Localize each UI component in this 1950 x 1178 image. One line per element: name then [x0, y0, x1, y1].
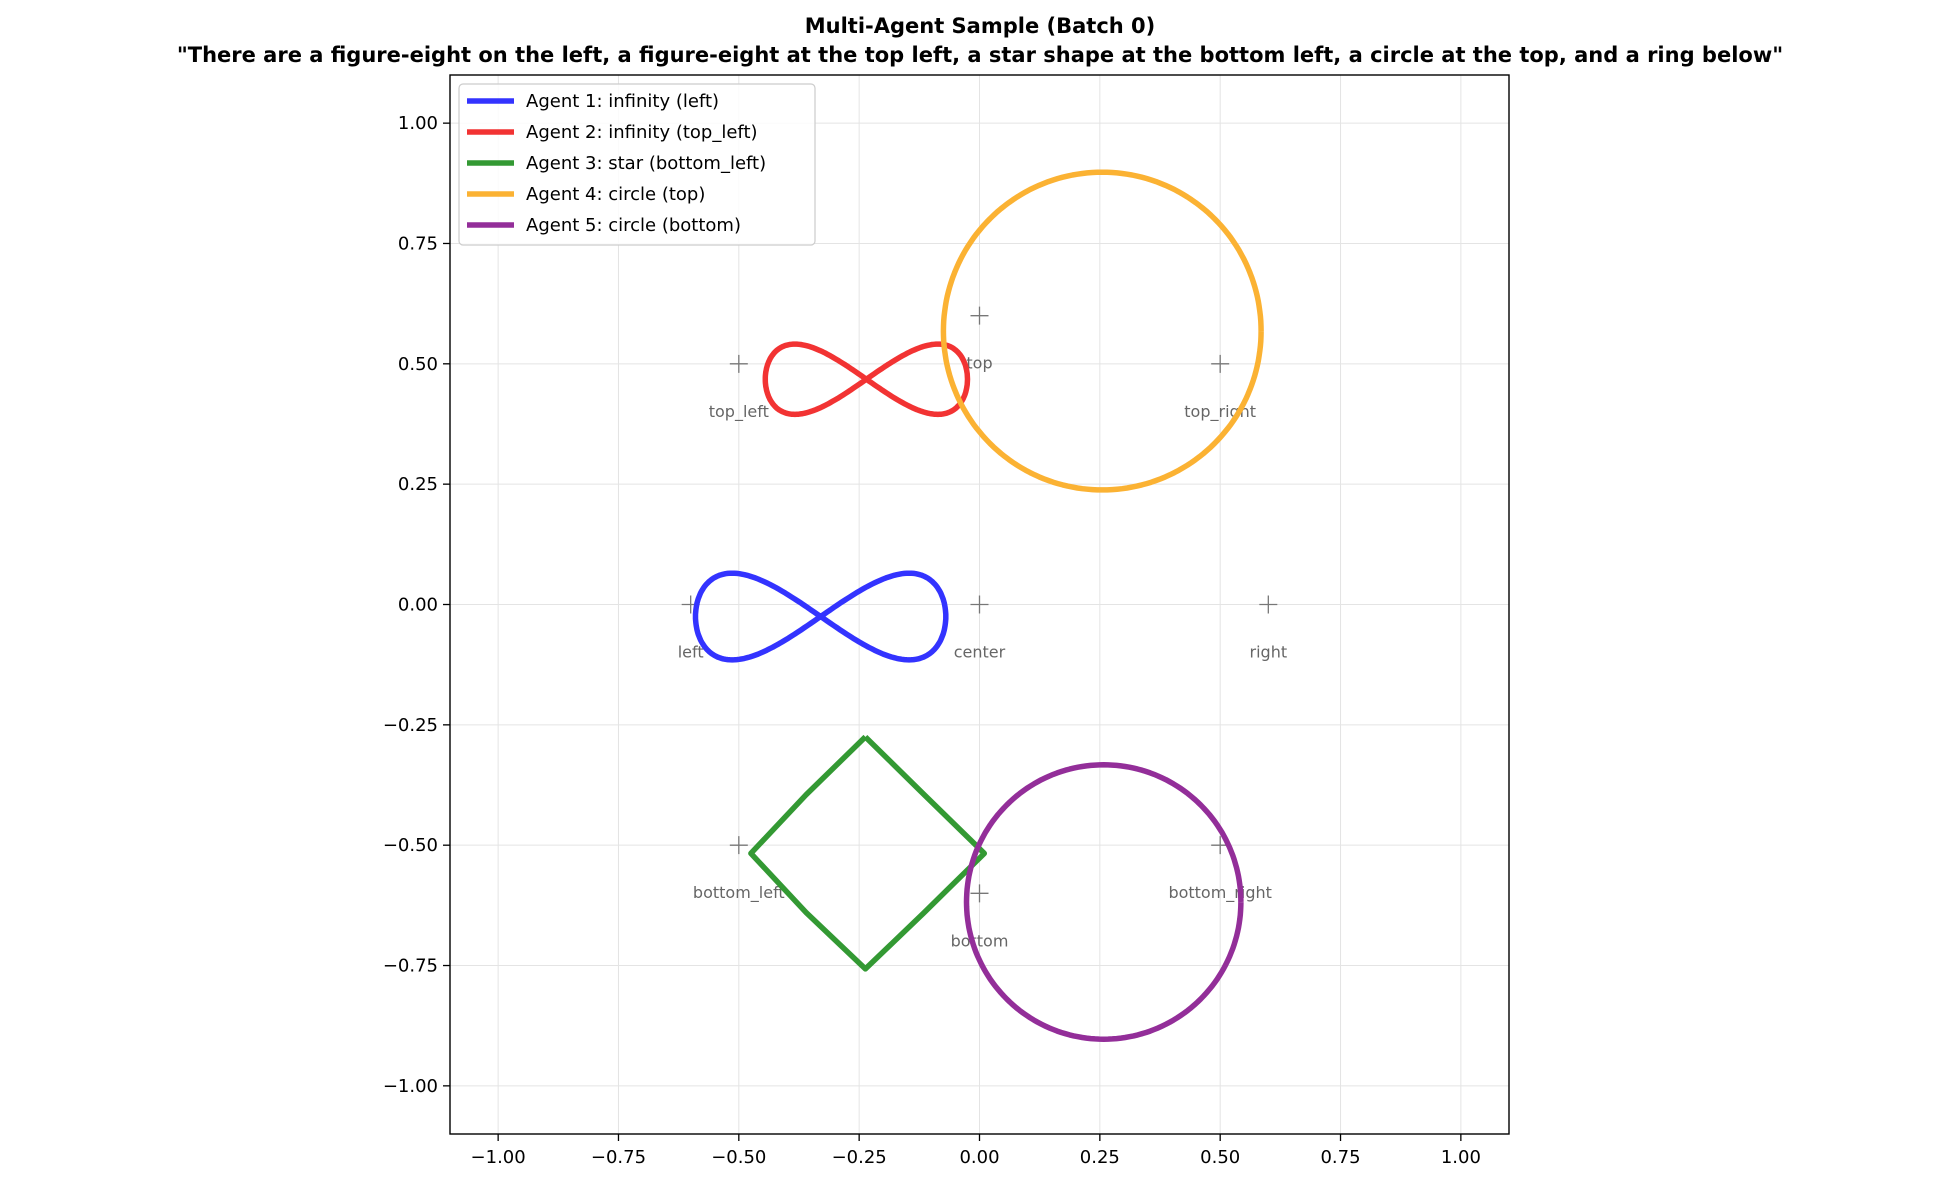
anchor-marker [729, 354, 748, 373]
x-tick-label: −0.50 [711, 1147, 766, 1168]
y-tick-label: 0.75 [398, 233, 438, 254]
y-tick-label: −0.50 [383, 835, 438, 856]
x-axis-ticks: −1.00 −0.75 −0.50 −0.25 0.00 0.25 0.50 0.75 1.00 [471, 1134, 1481, 1168]
series-line-agent-2 [762, 341, 971, 418]
y-tick-label: 0.00 [398, 595, 438, 616]
legend-label-agent-3: Agent 3: star (bottom_left) [526, 153, 766, 174]
anchor-marker [970, 884, 989, 903]
chart-subtitle: "There are a figure-eight on the left, a… [177, 43, 1783, 67]
legend-label-agent-2: Agent 2: infinity (top_left) [526, 122, 758, 143]
anchor-label: top [966, 354, 992, 373]
x-tick-label: 0.00 [959, 1147, 999, 1168]
y-tick-label: −1.00 [383, 1076, 438, 1097]
y-axis-ticks: −1.00 −0.75 −0.50 −0.25 0.00 0.25 0.50 0.75 1.00 [383, 113, 450, 1097]
x-tick-label: 0.50 [1200, 1147, 1240, 1168]
y-tick-label: 0.25 [398, 474, 438, 495]
anchor-label: bottom [951, 931, 1009, 950]
x-tick-label: −1.00 [471, 1147, 526, 1168]
y-tick-label: 0.50 [398, 354, 438, 375]
series-line-agent-5 [963, 762, 1244, 1042]
x-tick-label: −0.25 [832, 1147, 887, 1168]
series-line-agent-4 [940, 169, 1264, 493]
legend-label-agent-4: Agent 4: circle (top) [526, 184, 705, 205]
y-tick-label: −0.75 [383, 956, 438, 977]
anchor-label: bottom_left [693, 883, 785, 903]
legend-label-agent-5: Agent 5: circle (bottom) [526, 215, 741, 236]
x-tick-label: 0.75 [1320, 1147, 1360, 1168]
anchor-label: center [954, 643, 1006, 662]
series-lines [692, 169, 1264, 1042]
legend: Agent 1: infinity (left) Agent 2: infinit… [458, 83, 816, 246]
anchor-marker [1259, 595, 1278, 614]
legend-label-agent-1: Agent 1: infinity (left) [526, 91, 719, 112]
y-tick-label: 1.00 [398, 113, 438, 134]
anchor-label: left [678, 643, 704, 662]
chart-title: Multi-Agent Sample (Batch 0) [805, 14, 1156, 38]
anchor-marker [970, 306, 989, 325]
x-tick-label: 1.00 [1441, 1147, 1481, 1168]
anchor-label: right [1250, 643, 1288, 662]
anchor-label: bottom_right [1168, 883, 1271, 903]
x-tick-label: −0.75 [591, 1147, 646, 1168]
series-line-agent-3 [748, 734, 988, 972]
anchor-label: top_left [709, 402, 769, 422]
anchor-marker [1211, 354, 1230, 373]
y-tick-label: −0.25 [383, 715, 438, 736]
anchor-marker [970, 595, 989, 614]
legend-box [458, 83, 816, 246]
anchor-marker [729, 836, 748, 855]
x-tick-label: 0.25 [1080, 1147, 1120, 1168]
series-line-agent-1 [692, 570, 949, 663]
